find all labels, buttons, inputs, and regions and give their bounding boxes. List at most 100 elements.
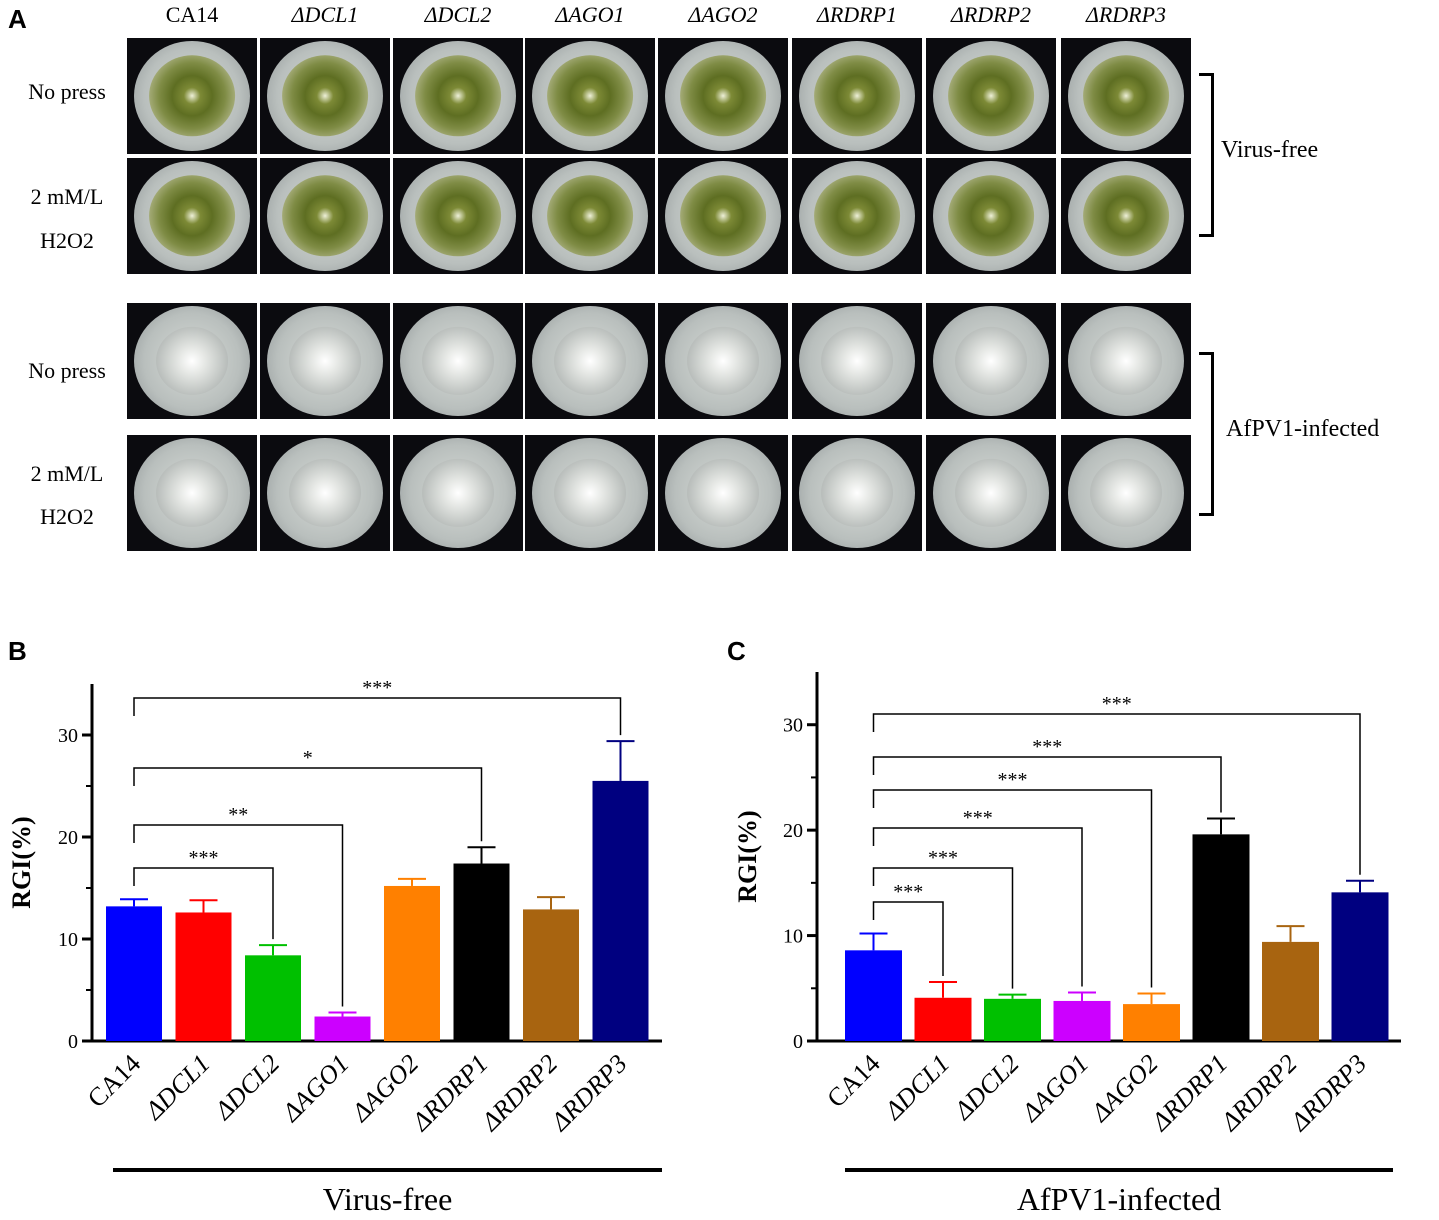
y-tick-label: 0 (793, 1031, 803, 1053)
significance-label: *** (189, 847, 219, 869)
category-label: ΔDCL1 (139, 1049, 216, 1126)
row-label-no-press: No press (28, 79, 106, 104)
bar (106, 906, 162, 1041)
culture-plate-image (393, 158, 523, 274)
significance-bracket (133, 767, 483, 842)
significance-label: ** (228, 804, 248, 826)
bar (384, 885, 440, 1041)
significance-bracket (872, 901, 944, 976)
category-label: ΔRDRP1 (406, 1049, 494, 1137)
significance-bracket (133, 697, 622, 736)
culture-plate-image (1061, 435, 1191, 551)
culture-plate-image (525, 435, 655, 551)
column-label: ΔRDRP1 (816, 2, 898, 27)
column-label: ΔAGO2 (688, 2, 758, 27)
bar (1262, 941, 1319, 1041)
significance-bracket (133, 824, 344, 1007)
culture-plate-image (393, 303, 523, 419)
y-tick-label: 20 (783, 820, 803, 842)
culture-plate-image (525, 303, 655, 419)
infected-bracket (1199, 352, 1214, 516)
culture-plate-image (127, 158, 257, 274)
significance-label: *** (362, 677, 392, 699)
panel-label-c: C (727, 636, 746, 666)
row-label-h2o2-line1: 2 mM/L (30, 184, 104, 209)
bar-chart-b: 0102030RGI(%)CA14ΔDCL1ΔDCL2ΔAGO1ΔAGO2ΔRD… (7, 677, 662, 1217)
virus-free-bracket (1199, 73, 1214, 237)
bar (453, 863, 510, 1041)
culture-plate-image (1061, 158, 1191, 274)
culture-plate-image (926, 435, 1056, 551)
y-tick-label: 10 (783, 926, 803, 948)
culture-plate-image (260, 303, 390, 419)
culture-plate-image (393, 435, 523, 551)
significance-bracket (872, 867, 1014, 989)
y-tick-label: 30 (783, 715, 803, 737)
category-label: ΔDCL2 (948, 1049, 1025, 1126)
significance-bracket (872, 827, 1083, 987)
y-axis-title: RGI(%) (7, 816, 36, 908)
culture-plate-image (127, 303, 257, 419)
culture-plate-image (658, 38, 788, 154)
category-label: ΔRDRP2 (475, 1049, 563, 1137)
culture-plate-image (127, 435, 257, 551)
significance-bracket (133, 867, 274, 940)
culture-plate-image (260, 435, 390, 551)
culture-plate-image (260, 38, 390, 154)
culture-plate-image (792, 38, 922, 154)
category-label: ΔRDRP1 (1145, 1049, 1233, 1137)
significance-label: *** (893, 881, 923, 903)
y-tick-label: 20 (58, 827, 78, 849)
panel-label-b: B (8, 636, 27, 666)
culture-plate-image (525, 38, 655, 154)
category-label: CA14 (82, 1049, 146, 1113)
culture-plate-image (127, 38, 257, 154)
bar (1053, 1000, 1111, 1041)
bar (1331, 892, 1389, 1041)
bar (592, 780, 649, 1041)
culture-plate-image (926, 303, 1056, 419)
bar (523, 909, 579, 1041)
bar (245, 955, 301, 1041)
category-label: ΔRDRP2 (1215, 1049, 1303, 1137)
category-label: ΔDCL2 (208, 1049, 285, 1126)
category-label: ΔRDRP3 (545, 1049, 633, 1137)
category-label: ΔAGO1 (276, 1049, 355, 1128)
y-axis-title: RGI(%) (733, 810, 762, 902)
column-label: ΔAGO1 (555, 2, 625, 27)
row-label-no-press-infected: No press (28, 358, 106, 383)
y-tick-label: 30 (58, 725, 78, 747)
culture-plate-image (658, 158, 788, 274)
bar (914, 997, 972, 1041)
group-label: Virus-free (323, 1181, 453, 1217)
culture-plate-image (792, 158, 922, 274)
culture-plate-image (393, 38, 523, 154)
y-tick-label: 10 (58, 929, 78, 951)
row-label-h2o2-infected-line2: H2O2 (40, 504, 94, 529)
bar (984, 998, 1041, 1041)
column-label: ΔRDRP3 (1085, 2, 1167, 27)
infected-group-label: AfPV1-infected (1226, 416, 1380, 442)
column-label: ΔRDRP2 (950, 2, 1032, 27)
column-label: ΔDCL1 (291, 2, 359, 27)
bar (175, 912, 232, 1041)
row-label-h2o2-infected-line1: 2 mM/L (30, 461, 104, 486)
y-tick-label: 0 (68, 1031, 78, 1053)
virus-free-group-label: Virus-free (1221, 137, 1319, 163)
significance-bracket (872, 789, 1153, 988)
significance-label: *** (1102, 693, 1132, 715)
culture-plate-image (1061, 303, 1191, 419)
column-label: CA14 (165, 2, 219, 27)
culture-plate-image (792, 435, 922, 551)
bar (1123, 1004, 1180, 1041)
category-label: ΔDCL1 (878, 1049, 955, 1126)
culture-plate-image (792, 303, 922, 419)
bar (845, 950, 902, 1041)
significance-bracket (872, 756, 1222, 813)
culture-plate-image (658, 303, 788, 419)
culture-plate-image (658, 435, 788, 551)
bar (314, 1016, 371, 1041)
bar (1192, 834, 1250, 1041)
bar-chart-c: 0102030RGI(%)CA14ΔDCL1ΔDCL2ΔAGO1ΔAGO2ΔRD… (733, 672, 1401, 1217)
significance-label: *** (998, 769, 1028, 791)
